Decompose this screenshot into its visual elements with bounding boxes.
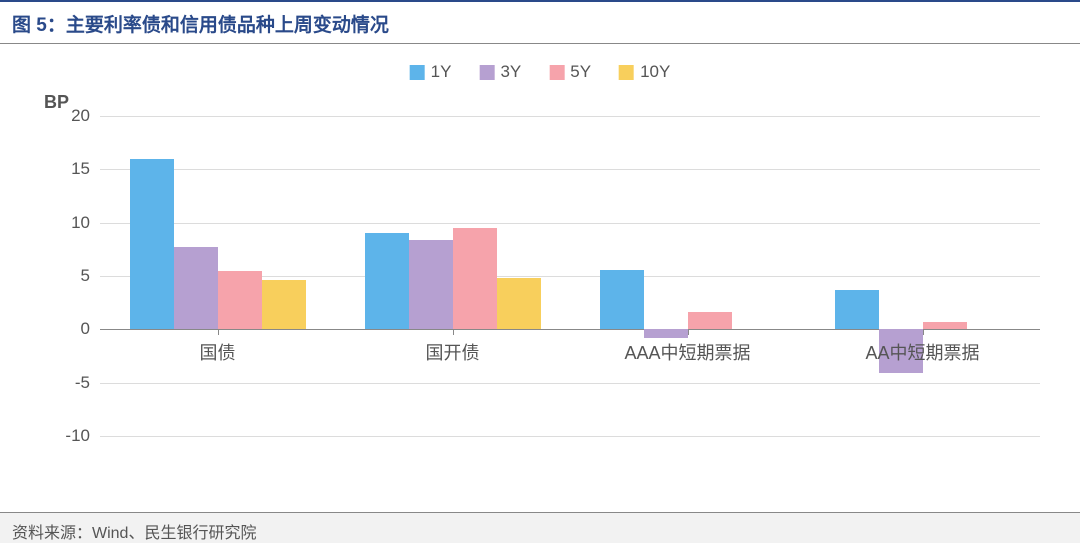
grid-line — [100, 116, 1040, 117]
x-axis-label: 国债 — [200, 339, 236, 365]
y-tick-label: 5 — [50, 266, 90, 286]
bar — [453, 228, 497, 329]
grid-line — [100, 436, 1040, 437]
bar — [600, 270, 644, 330]
legend-item: 3Y — [479, 62, 521, 82]
legend-label: 3Y — [500, 62, 521, 82]
y-tick-label: 20 — [50, 106, 90, 126]
legend-swatch — [549, 65, 564, 80]
legend-item: 10Y — [619, 62, 670, 82]
bar — [262, 280, 306, 329]
x-axis-label: 国开债 — [426, 339, 480, 365]
y-tick-label: 0 — [50, 319, 90, 339]
plot-region: -10-505101520国债国开债AAA中短期票据AA中短期票据 — [100, 116, 1040, 436]
legend-label: 1Y — [431, 62, 452, 82]
bar — [644, 329, 688, 338]
x-tick-mark — [453, 329, 454, 335]
y-tick-label: -5 — [50, 373, 90, 393]
legend-swatch — [479, 65, 494, 80]
chart-area: 1Y3Y5Y10Y BP -10-505101520国债国开债AAA中短期票据A… — [20, 56, 1060, 486]
bar — [218, 271, 262, 330]
grid-line — [100, 383, 1040, 384]
chart-footer: 资料来源：Wind、民生银行研究院 — [0, 512, 1080, 543]
legend-swatch — [410, 65, 425, 80]
legend-label: 10Y — [640, 62, 670, 82]
bar — [923, 322, 967, 329]
grid-line — [100, 169, 1040, 170]
legend-item: 1Y — [410, 62, 452, 82]
chart-header: 图 5：主要利率债和信用债品种上周变动情况 — [0, 0, 1080, 44]
x-axis-label: AAA中短期票据 — [624, 339, 750, 365]
source-text: 资料来源：Wind、民生银行研究院 — [12, 525, 256, 542]
bar — [497, 278, 541, 329]
x-tick-mark — [218, 329, 219, 335]
bar — [365, 233, 409, 329]
y-tick-label: 10 — [50, 213, 90, 233]
x-tick-mark — [923, 329, 924, 335]
x-axis-label: AA中短期票据 — [865, 339, 979, 365]
chart-title: 图 5：主要利率债和信用债品种上周变动情况 — [12, 10, 1068, 37]
bar — [835, 290, 879, 329]
grid-line — [100, 223, 1040, 224]
legend-item: 5Y — [549, 62, 591, 82]
bar — [174, 247, 218, 329]
legend: 1Y 3Y 5Y 10Y — [410, 62, 671, 82]
bar — [409, 240, 453, 330]
legend-swatch — [619, 65, 634, 80]
y-tick-label: 15 — [50, 159, 90, 179]
x-tick-mark — [688, 329, 689, 335]
bar — [688, 312, 732, 329]
bar — [130, 159, 174, 330]
legend-label: 5Y — [570, 62, 591, 82]
y-tick-label: -10 — [50, 426, 90, 446]
